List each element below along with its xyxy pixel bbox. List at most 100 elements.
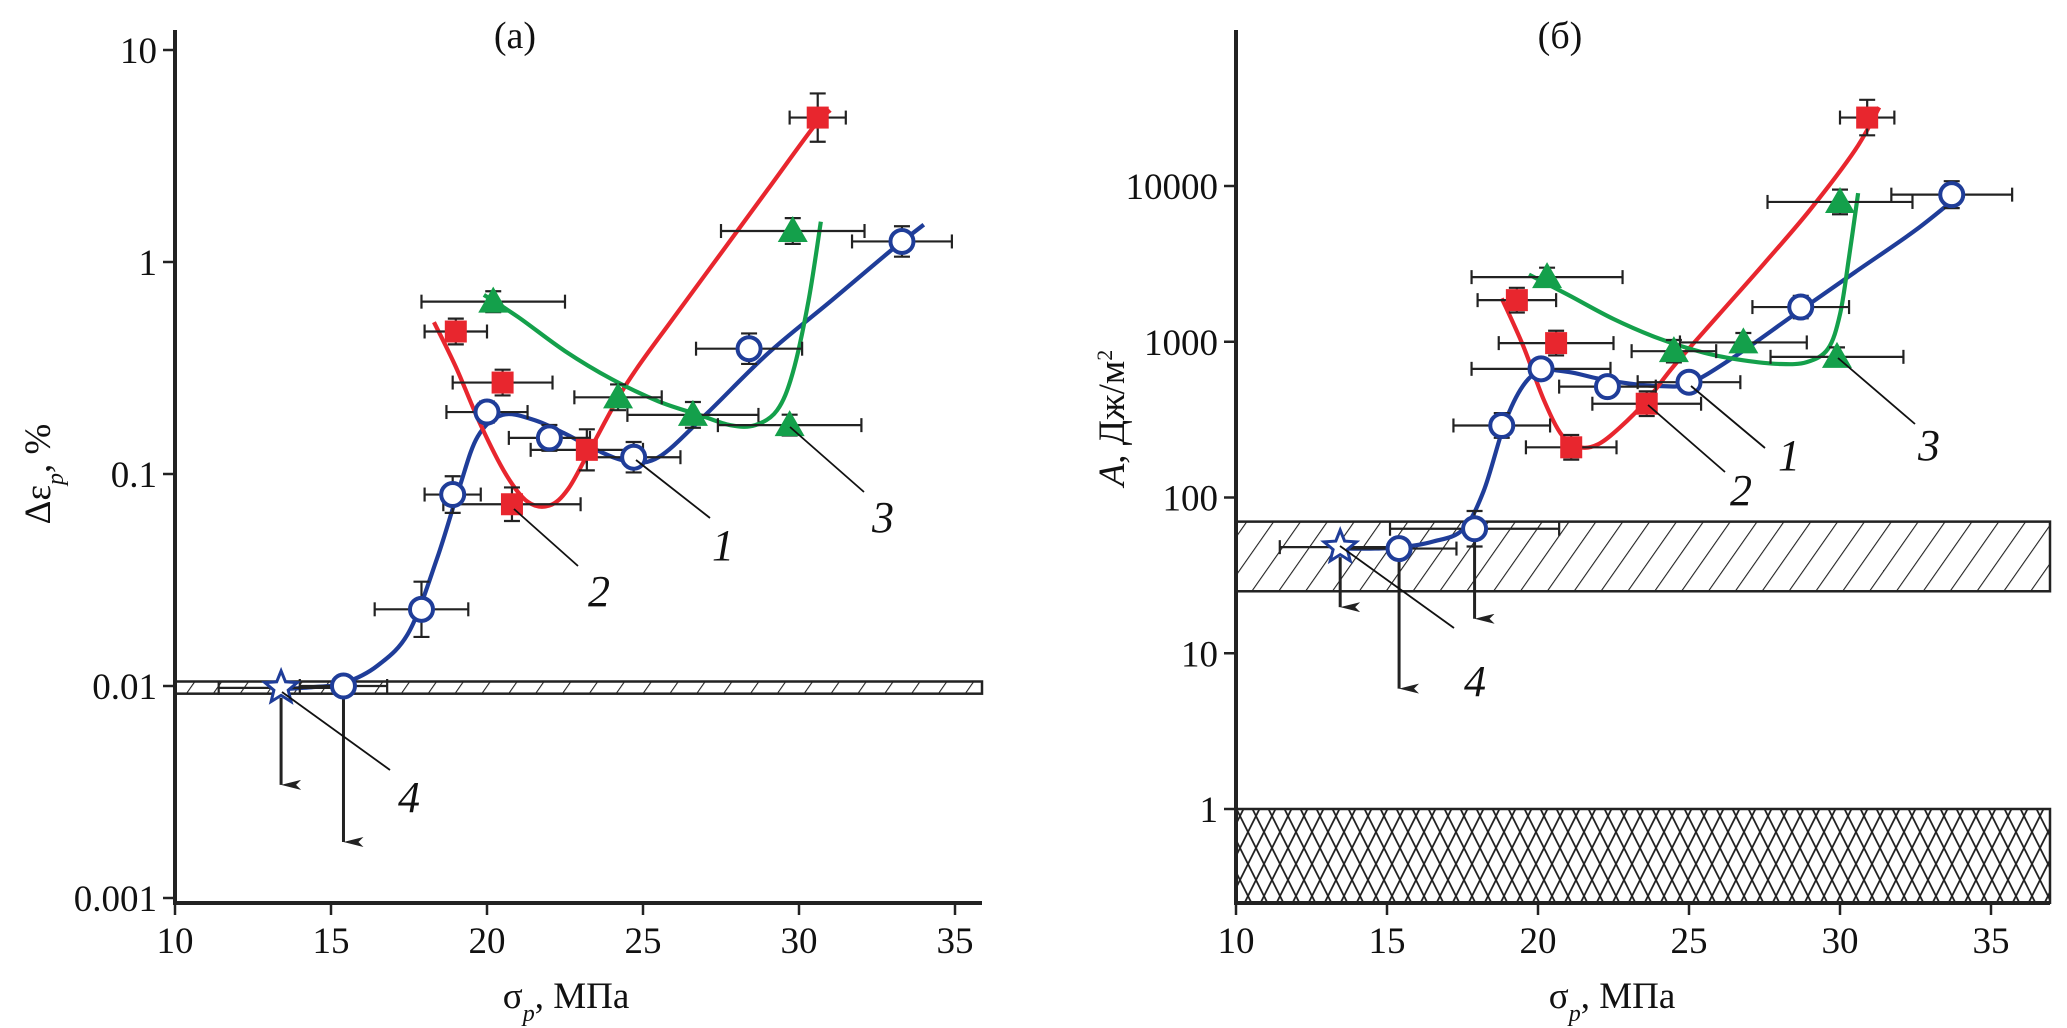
callout-2-label: 2: [1730, 466, 1752, 515]
series-1-point: [473, 398, 501, 426]
series-3-point: [478, 286, 509, 313]
panel-b-errorbars: [1278, 98, 2014, 556]
y-tick-label: 100: [1163, 479, 1219, 520]
callout-1-leader: [635, 459, 711, 519]
panel-b-arrows: [1338, 538, 1495, 694]
panel-a-axes: 10 15 20 25 30 35 10 1 0.1 0.01 0.001: [74, 30, 982, 962]
panel-a-title: (a): [494, 15, 536, 57]
series-1-point: [1593, 373, 1621, 401]
series-1-point: [1675, 368, 1703, 396]
x-tick-label: 10: [157, 921, 194, 962]
series-2-point: [491, 371, 514, 394]
y-tick-label: 1: [139, 243, 158, 284]
x-tick-label: 25: [1671, 921, 1708, 962]
callout-2-leader: [513, 508, 579, 567]
callout-1-label: 1: [1778, 431, 1800, 480]
panel-a-callouts: 1 2 3 4: [281, 426, 894, 822]
panel-a-errorbars: [217, 92, 953, 695]
series-2-point: [806, 106, 829, 129]
panel-b-xlabel: σp, МПа: [1549, 976, 1676, 1027]
series-1-point: [439, 481, 467, 509]
x-tick-label: 30: [1822, 921, 1859, 962]
x-tick-label: 15: [313, 921, 350, 962]
series-3-point: [774, 410, 805, 437]
series-2-point: [575, 438, 598, 461]
series-1-point: [1385, 535, 1413, 563]
y-tick-label: 1: [1200, 790, 1219, 831]
series-1-point: [1461, 515, 1489, 543]
series-2-point: [1505, 289, 1528, 312]
callout-3-label: 3: [871, 493, 894, 542]
panel-b-bands: [1234, 520, 2052, 905]
y-tick-label: 1000: [1144, 323, 1218, 364]
hatched-band: [1234, 520, 2052, 593]
x-tick-label: 35: [1973, 921, 2010, 962]
callout-3-leader: [1837, 357, 1916, 425]
panel-b-axes: 10 15 20 25 30 35 10000 1000 100 10 1: [1126, 30, 2050, 962]
callout-4-label: 4: [1464, 657, 1486, 706]
panel-a-arrows: [279, 696, 364, 847]
panel-b-callouts: 1 2 3 4: [1339, 357, 1940, 706]
series-3-point: [1825, 186, 1855, 213]
series-3-curve: [482, 221, 823, 429]
x-tick-label: 35: [937, 921, 974, 962]
callout-4-leader: [281, 691, 391, 771]
series-2-point: [500, 493, 523, 516]
panel-a-xlabel: σp, МПа: [503, 976, 630, 1027]
series-2-point: [444, 320, 467, 343]
y-tick-label: 10: [1181, 634, 1218, 675]
series-4-point: [261, 666, 301, 705]
y-tick-label: 0.001: [74, 879, 157, 920]
panel-b-curves: [1347, 106, 1963, 551]
series-1-point: [1787, 293, 1815, 321]
series-3-point: [1728, 327, 1759, 354]
x-tick-label: 30: [781, 921, 818, 962]
series-1-point: [735, 335, 763, 363]
series-1-curve: [1347, 192, 1963, 551]
panel-b-title: (б): [1538, 15, 1583, 57]
panel-a-markers: [261, 106, 916, 705]
series-3-point: [777, 216, 808, 243]
x-tick-label: 15: [1369, 921, 1406, 962]
series-1-point: [535, 424, 563, 452]
y-tick-label: 0.01: [92, 667, 157, 708]
series-3-point: [603, 382, 634, 409]
series-1-point: [407, 595, 435, 623]
y-tick-label: 10000: [1126, 167, 1219, 208]
callout-1-leader: [1690, 385, 1766, 449]
series-3-point: [1532, 262, 1563, 289]
x-tick-label: 20: [469, 921, 506, 962]
series-4-point: [1320, 526, 1361, 565]
series-3-point: [1821, 341, 1852, 368]
callout-2-label: 2: [588, 567, 610, 616]
series-1-point: [329, 672, 357, 700]
series-3-point: [677, 399, 708, 426]
series-1-point: [1938, 181, 1966, 209]
series-2-point: [1545, 332, 1568, 355]
series-1-point: [888, 227, 916, 255]
callout-3-leader: [789, 426, 865, 493]
series-3-point: [1658, 336, 1689, 363]
x-tick-label: 25: [625, 921, 662, 962]
crosshatched-band: [1234, 807, 2052, 905]
callout-3-label: 3: [1917, 421, 1940, 470]
callout-2-leader: [1647, 404, 1726, 473]
y-tick-label: 10: [120, 31, 157, 72]
series-2-point: [1560, 436, 1583, 459]
x-tick-label: 10: [1218, 921, 1255, 962]
callout-4-leader: [1339, 545, 1455, 629]
series-2-point: [1856, 106, 1879, 129]
callout-4-label: 4: [398, 773, 420, 822]
series-1-curve: [287, 223, 926, 691]
callout-1-label: 1: [712, 521, 734, 570]
series-1-point: [1488, 411, 1516, 439]
x-tick-label: 20: [1520, 921, 1557, 962]
series-1-point: [1527, 355, 1555, 383]
series-3-curve: [1527, 192, 1861, 367]
panel-b-ylabel: A, Дж/м2: [1092, 350, 1134, 490]
y-tick-label: 0.1: [111, 455, 157, 496]
panel-a-ylabel: Δεp, %: [18, 424, 69, 525]
